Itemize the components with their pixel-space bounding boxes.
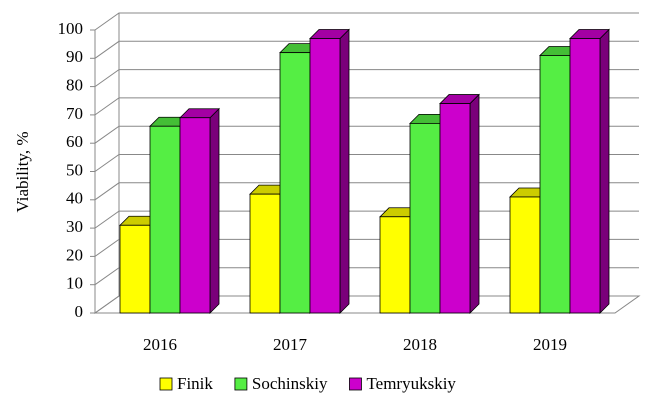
legend-label: Finik [177,374,213,393]
bar [309,28,350,314]
bar-front [119,224,151,314]
y-tick-label: 30 [66,217,83,236]
x-tick-label: 2019 [533,335,567,354]
y-tick-label: 40 [66,189,83,208]
bar-side [599,28,610,314]
x-tick-label: 2016 [143,335,177,354]
y-tick-label: 90 [66,47,83,66]
y-tick-label: 0 [75,302,84,321]
grid-line [94,69,639,88]
legend-swatch [159,377,173,391]
bar-front [249,193,281,314]
y-tick-label: 20 [66,245,83,264]
x-tick-label: 2018 [403,335,437,354]
bar-front [569,38,601,314]
bar-side [469,93,480,314]
y-tick-label: 70 [66,104,83,123]
y-axis-label: Viability, % [13,132,32,213]
legend-swatch [234,377,248,391]
bar-front [179,117,211,314]
y-tick-label: 80 [66,76,83,95]
y-tick-label: 100 [58,19,84,38]
bar-front [539,55,571,314]
bar-front [409,122,441,314]
x-tick-label: 2017 [273,335,308,354]
bar [439,93,480,314]
bar-side [339,28,350,314]
legend-label: Sochinskiy [252,374,328,393]
y-tick-label: 10 [66,274,83,293]
bar-front [439,103,471,314]
grid-line [94,40,639,59]
bar [569,28,610,314]
bar [179,107,220,314]
bar-front [309,38,341,314]
y-tick-label: 60 [66,132,83,151]
bar-front [509,196,541,314]
legend-swatch [349,377,362,391]
y-tick-label: 50 [66,160,83,179]
bar-front [279,52,311,314]
bar-side [209,107,220,314]
grid-line [94,12,639,31]
bar-front [379,216,411,314]
bar-front [149,125,181,314]
legend-label: Temryukskiy [366,374,456,393]
